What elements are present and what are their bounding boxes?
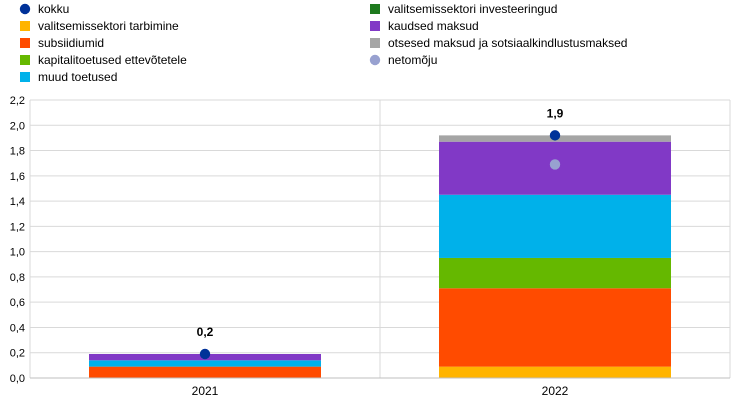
y-tick-label: 2,2 <box>10 95 25 107</box>
y-tick-label: 0,6 <box>10 297 25 309</box>
legend-marker-valitsemissektori-investeeringud <box>370 4 380 14</box>
legend-label-muud-toetused: muud toetused <box>38 70 117 84</box>
bar-kapitalitoetused-ettevotetele-2022 <box>439 257 671 289</box>
y-tick-label: 1,4 <box>10 196 25 208</box>
x-tick-label: 2022 <box>542 384 569 398</box>
legend-label-valitsemissektori-investeeringud: valitsemissektori investeeringud <box>388 2 557 16</box>
bar-subsiidiumid-2021 <box>89 366 321 378</box>
bar-valitsemissektori-tarbimine-2022 <box>439 366 671 378</box>
y-tick-label: 0,4 <box>10 322 25 334</box>
x-tick-label: 2021 <box>192 384 219 398</box>
legend-label-valitsemissektori-tarbimine: valitsemissektori tarbimine <box>38 19 179 33</box>
y-tick-label: 1,6 <box>10 171 25 183</box>
y-tick-label: 2,0 <box>10 120 25 132</box>
y-axis: 0,0 0,2 0,4 0,6 0,8 1,0 1,2 1,4 1,6 1,8 2,0 2,2 <box>10 95 25 385</box>
grid <box>29 99 731 379</box>
y-tick-label: 0,0 <box>10 373 25 385</box>
legend: kokku valitsemissektori tarbimine subsiidi… <box>19 2 627 84</box>
legend-marker-kaudsed-maksud <box>370 21 380 31</box>
bar-muud-toetused-2021 <box>89 360 321 367</box>
bar-muud-toetused-2022 <box>439 194 671 258</box>
legend-marker-netomoju <box>369 54 381 66</box>
marker-kokku-2022 <box>549 130 561 141</box>
legend-label-subsiidiumid: subsiidiumid <box>38 36 104 50</box>
legend-marker-valitsemissektori-tarbimine <box>20 21 30 31</box>
legend-label-kaudsed-maksud: kaudsed maksud <box>388 19 479 33</box>
legend-marker-muud-toetused <box>20 72 30 82</box>
data-label-2022: 1,9 <box>547 106 564 120</box>
legend-marker-kapitalitoetused-ettevotetele <box>20 55 30 65</box>
bar-subsiidiumid-2022 <box>439 288 671 367</box>
legend-marker-kokku <box>19 3 31 15</box>
marker-kokku-2021 <box>199 348 211 360</box>
y-tick-label: 0,2 <box>10 348 25 360</box>
legend-label-kokku: kokku <box>38 2 69 16</box>
marker-netomoju-2022 <box>549 159 561 170</box>
x-axis: 2021 2022 <box>30 377 730 398</box>
y-tick-label: 0,8 <box>10 272 25 284</box>
y-tick-label: 1,8 <box>10 146 25 158</box>
markers <box>199 130 561 360</box>
legend-label-netomoju: netomõju <box>388 53 437 67</box>
y-tick-label: 1,0 <box>10 247 25 259</box>
legend-label-otsesed-maksud-ja-sotsiaalkindlustusmaksed: otsesed maksud ja sotsiaalkindlustusmaks… <box>388 36 627 50</box>
bars <box>89 135 671 378</box>
data-labels: 0,2 1,9 <box>197 106 564 339</box>
legend-marker-otsesed-maksud-ja-sotsiaalkindlustusmaksed <box>370 38 380 48</box>
legend-label-kapitalitoetused-ettevotetele: kapitalitoetused ettevõtetele <box>38 53 187 67</box>
y-tick-label: 1,2 <box>10 221 25 233</box>
data-label-2021: 0,2 <box>197 325 214 339</box>
legend-marker-subsiidiumid <box>20 38 30 48</box>
